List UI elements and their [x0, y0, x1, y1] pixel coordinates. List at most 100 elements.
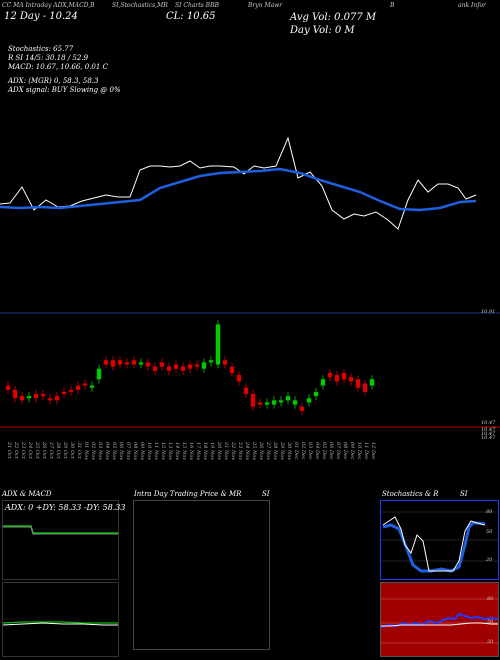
date-tick-label: 17 Nov — [195, 442, 201, 460]
intraday-panel — [133, 500, 270, 650]
price-axis-b4: 10.47 — [481, 435, 496, 441]
stoch-tick-20: 20 — [486, 557, 493, 563]
date-tick-label: 06 Nov — [118, 442, 124, 460]
candle-body — [110, 360, 116, 367]
adx-signal: ADX signal: BUY Slowing @ 0% — [8, 86, 121, 94]
date-tick-label: 02 Nov — [90, 442, 96, 460]
header-line1-mid1: SI,Stochastics,MR — [112, 2, 168, 9]
stochastics-si: SI — [460, 490, 468, 498]
candle-body — [131, 360, 137, 365]
candle-body — [243, 387, 249, 395]
rsi-tick-50: 50 — [487, 619, 494, 625]
adx-panel-values: ADX: 0 +DY: 58.33 -DY: 58.33 — [5, 503, 126, 512]
date-tick-label: 09 Dec — [349, 442, 355, 460]
adx-panel: ADX: 0 +DY: 58.33 -DY: 58.33 — [2, 500, 125, 580]
date-tick-label: 06 Dec — [328, 442, 334, 460]
candle-body — [306, 398, 312, 403]
adx-lines — [3, 525, 118, 535]
price-axis-b1: 10.47 — [481, 420, 496, 426]
candle-body — [68, 389, 74, 392]
candle-body — [124, 362, 130, 365]
header-line1-mid3: Bryn Mawr — [248, 2, 283, 9]
header-line1-left: CC MA Intraday ADX,MACD,B — [2, 2, 95, 9]
date-tick-label: 13 Nov — [167, 442, 173, 460]
candle-body — [47, 398, 53, 401]
stoch-blue-line — [382, 521, 486, 573]
date-tick-label: 26 Nov — [258, 441, 264, 460]
candle-body — [257, 402, 263, 405]
macd-value: MACD: 10.67, 10.66, 0.01 C — [8, 63, 108, 71]
date-tick-label: 16 Nov — [188, 442, 194, 460]
date-tick-label: 07 Nov — [125, 442, 131, 460]
candle-body — [236, 375, 242, 382]
date-tick-label: 10 Nov — [146, 442, 152, 460]
date-tick-label: 30 Oct — [69, 442, 75, 460]
date-tick-label: 14 Nov — [174, 442, 180, 460]
macd-white-line — [3, 622, 118, 626]
date-tick-label: 21 Nov — [223, 441, 229, 460]
candle-body — [271, 400, 277, 405]
candle-body — [362, 383, 368, 392]
date-tick-label: 22 Oct — [13, 441, 19, 460]
date-tick-label: 25 Oct — [34, 441, 40, 460]
rsi-white-line — [381, 622, 498, 627]
moving-average-line — [0, 167, 477, 212]
date-tick-label: 11 Dec — [363, 442, 369, 460]
rsi-panel: 80 50 20 — [380, 582, 499, 657]
rsi-tick-20: 20 — [487, 639, 494, 645]
candle-body — [152, 366, 158, 371]
date-tick-label: 25 Nov — [251, 441, 257, 460]
date-tick-label: 28 Nov — [272, 441, 278, 460]
date-tick-label: 15 Nov — [181, 442, 187, 460]
date-tick-label: 21 Oct — [6, 441, 12, 460]
date-tick-label: 01 Dec — [293, 442, 299, 460]
candle-body — [250, 394, 256, 407]
date-tick-label: 23 Nov — [237, 441, 243, 460]
date-tick-label: 12 Dec — [370, 442, 376, 460]
stoch-white-line — [382, 516, 486, 572]
day-volume: Day Vol: 0 M — [290, 25, 355, 36]
candle-body — [355, 379, 361, 388]
date-tick-label: 27 Oct — [48, 441, 54, 460]
avg-volume: Avg Vol: 0.077 M — [290, 12, 377, 23]
date-tick-label: 03 Dec — [307, 442, 313, 460]
candle-body — [348, 377, 354, 382]
header-line1-right: ank Infor — [458, 2, 486, 9]
date-tick-label: 26 Oct — [41, 441, 47, 460]
candle-body — [194, 364, 200, 367]
date-tick-label: 11 Nov — [153, 442, 159, 460]
stochastics-title: Stochastics & R — [382, 490, 439, 498]
candle-body — [187, 364, 193, 369]
date-tick-label: 08 Nov — [132, 442, 138, 460]
date-tick-label: 01 Nov — [83, 442, 89, 460]
candle-body — [299, 406, 305, 411]
date-tick-label: 02 Dec — [300, 442, 306, 460]
header-line1-mid2: SI Charts BRB — [175, 2, 220, 9]
candle-body — [180, 366, 186, 371]
date-tick-label: 23 Oct — [20, 441, 26, 460]
candle-body — [138, 362, 144, 365]
date-tick-label: 04 Dec — [314, 442, 320, 460]
candle-body — [40, 394, 46, 397]
date-tick-label: 05 Nov — [111, 442, 117, 460]
candle-body — [82, 383, 88, 386]
candle-body — [285, 396, 291, 401]
date-tick-label: 05 Dec — [321, 442, 327, 460]
candle-body — [341, 372, 347, 380]
candle-body — [327, 372, 333, 378]
candle-body — [313, 391, 319, 397]
close-price: CL: 10.65 — [166, 11, 216, 22]
date-tick-label: 03 Nov — [97, 442, 103, 460]
date-tick-label: 07 Dec — [335, 442, 341, 460]
header-line1-mid4: B — [390, 2, 395, 9]
date-tick-label: 19 Nov — [209, 442, 215, 460]
candle-body — [26, 396, 32, 399]
rsi-blue-line — [381, 612, 498, 628]
candle-body — [159, 362, 165, 367]
date-tick-label: 18 Nov — [202, 442, 208, 460]
date-tick-label: 10 Dec — [356, 442, 362, 460]
date-tick-label: 22 Nov — [230, 441, 236, 460]
price-axis-b2: 10.47 — [481, 427, 496, 433]
date-tick-label: 20 Nov — [216, 441, 222, 460]
date-axis: 21 Oct 22 Oct 23 Oct 24 Oct 25 Oct 26 Oct 27 O… — [6, 441, 376, 460]
